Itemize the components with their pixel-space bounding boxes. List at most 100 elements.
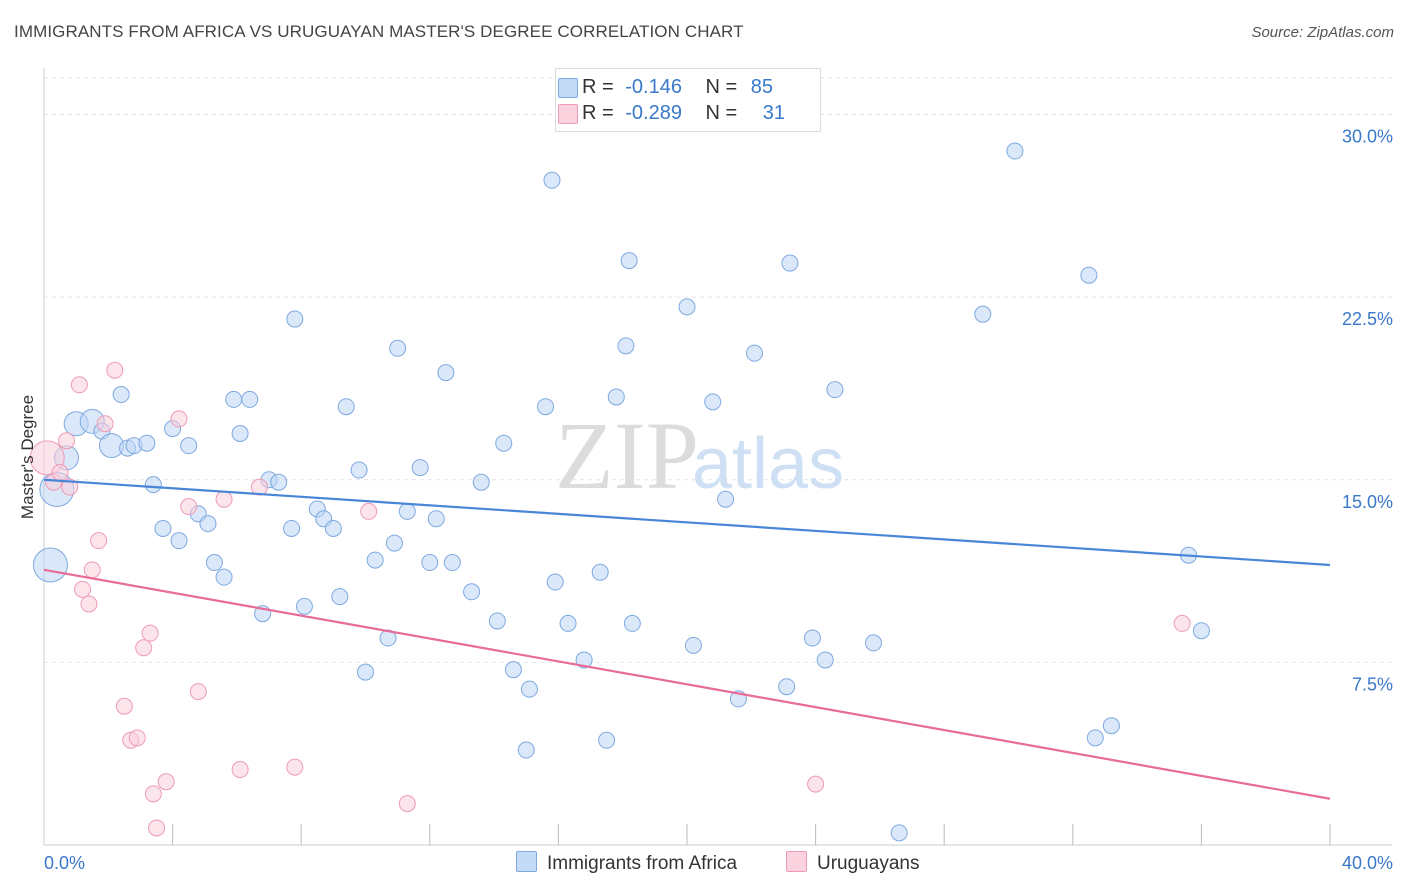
africa-point bbox=[517, 741, 535, 759]
africa-point bbox=[215, 568, 233, 586]
uruguayan-point bbox=[128, 729, 146, 747]
africa-point bbox=[816, 651, 834, 669]
uruguayan-point bbox=[144, 785, 162, 803]
bottom-legend-africa-label: Immigrants from Africa bbox=[547, 853, 738, 874]
africa-point bbox=[778, 678, 796, 696]
africa-point bbox=[411, 459, 429, 477]
africa-point bbox=[974, 305, 992, 323]
africa-point bbox=[598, 731, 616, 749]
uruguayan-point bbox=[106, 361, 124, 379]
africa-point bbox=[295, 597, 313, 615]
africa-point bbox=[366, 551, 384, 569]
africa-trend-line bbox=[43, 478, 1331, 567]
y-axis-label: Master's Degree bbox=[18, 394, 37, 520]
legend-r-label: R = bbox=[582, 76, 614, 98]
legend-row-africa: R = -0.146 N = 85 bbox=[558, 76, 773, 100]
africa-point bbox=[270, 473, 288, 491]
africa-point bbox=[559, 614, 577, 632]
africa-point bbox=[389, 339, 407, 357]
africa-point bbox=[427, 510, 445, 528]
africa-point bbox=[803, 629, 821, 647]
africa-point bbox=[385, 534, 403, 552]
africa-point bbox=[337, 398, 355, 416]
uruguayan-trend-line bbox=[43, 568, 1331, 800]
africa-point bbox=[537, 398, 555, 416]
africa-point bbox=[324, 519, 342, 537]
uruguayan-point bbox=[141, 624, 159, 642]
africa-point bbox=[864, 634, 882, 652]
legend-n-label: N = bbox=[705, 76, 738, 98]
uruguayan-point bbox=[157, 773, 175, 791]
uruguayan-point bbox=[96, 415, 114, 433]
africa-point bbox=[717, 490, 735, 508]
africa-point bbox=[1006, 142, 1024, 160]
watermark-zip: ZIP bbox=[555, 402, 699, 509]
africa-point bbox=[520, 680, 538, 698]
uruguayan-point bbox=[231, 761, 249, 779]
uruguayan-point bbox=[80, 595, 98, 613]
africa-point bbox=[350, 461, 368, 479]
legend-swatch-africa bbox=[558, 78, 578, 98]
africa-point bbox=[543, 171, 561, 189]
africa-point bbox=[283, 519, 301, 537]
africa-point bbox=[357, 663, 374, 681]
africa-point bbox=[575, 651, 593, 669]
gridlines bbox=[44, 77, 1392, 663]
legend-row-uruguayans: R = -0.289 N = 31 bbox=[558, 102, 786, 126]
watermark-atlas: atlas bbox=[692, 424, 844, 504]
africa-point bbox=[1086, 729, 1104, 747]
x-tick-label-max: 40.0% bbox=[1342, 853, 1393, 873]
africa-point bbox=[495, 434, 513, 452]
x-tick-label-min: 0.0% bbox=[44, 853, 85, 873]
africa-point bbox=[180, 437, 198, 455]
uruguayan-point bbox=[148, 819, 166, 837]
africa-point bbox=[1102, 717, 1120, 735]
stats-legend: R = -0.146 N = 85 R = -0.289 N = 31 bbox=[555, 68, 821, 132]
africa-point bbox=[170, 532, 188, 550]
africa-point bbox=[241, 390, 259, 408]
uruguayan-point bbox=[807, 775, 825, 793]
uruguayan-point bbox=[189, 683, 207, 701]
africa-point bbox=[205, 554, 223, 572]
uruguayan-point bbox=[170, 410, 188, 428]
uruguayan-points bbox=[29, 361, 1191, 837]
bottom-legend-uruguayans: Uruguayans bbox=[786, 851, 919, 875]
africa-point bbox=[421, 554, 439, 572]
africa-point bbox=[286, 310, 304, 328]
uruguayan-point bbox=[1173, 614, 1191, 632]
africa-point bbox=[488, 612, 506, 630]
bottom-swatch-africa bbox=[516, 851, 537, 872]
africa-point bbox=[437, 364, 455, 382]
uruguayan-point bbox=[360, 502, 378, 520]
source-credit: Source: ZipAtlas.com bbox=[1251, 24, 1394, 41]
africa-point bbox=[617, 337, 635, 355]
legend-swatch-uruguayans bbox=[558, 104, 578, 124]
africa-point bbox=[684, 636, 702, 654]
bottom-legend-africa: Immigrants from Africa bbox=[516, 851, 737, 875]
africa-point bbox=[678, 298, 696, 316]
africa-point bbox=[746, 344, 764, 362]
africa-point bbox=[620, 252, 638, 270]
africa-point bbox=[138, 434, 156, 452]
legend-n-value-uruguayans: 31 bbox=[762, 102, 786, 124]
uruguayan-point bbox=[51, 463, 69, 481]
bottom-swatch-uruguayans bbox=[786, 851, 807, 872]
africa-point bbox=[1192, 622, 1210, 640]
africa-point bbox=[781, 254, 799, 272]
africa-point bbox=[826, 381, 844, 399]
y-tick-label: 30.0% bbox=[1342, 127, 1393, 147]
uruguayan-point bbox=[58, 432, 76, 450]
africa-point bbox=[1080, 266, 1098, 284]
africa-point bbox=[32, 547, 68, 583]
tick-labels: 7.5% 15.0% 22.5% 30.0% 0.0% 40.0% bbox=[44, 127, 1393, 873]
chart-title: IMMIGRANTS FROM AFRICA VS URUGUAYAN MAST… bbox=[14, 22, 744, 41]
africa-point bbox=[890, 824, 908, 842]
legend-r-value-uruguayans: -0.289 bbox=[625, 102, 682, 124]
legend-r-value-africa: -0.146 bbox=[625, 76, 682, 98]
y-tick-label: 7.5% bbox=[1352, 674, 1393, 694]
africa-point bbox=[144, 476, 162, 494]
africa-point bbox=[199, 515, 217, 533]
bottom-legend-uruguayans-label: Uruguayans bbox=[817, 853, 920, 874]
africa-point bbox=[225, 390, 243, 408]
